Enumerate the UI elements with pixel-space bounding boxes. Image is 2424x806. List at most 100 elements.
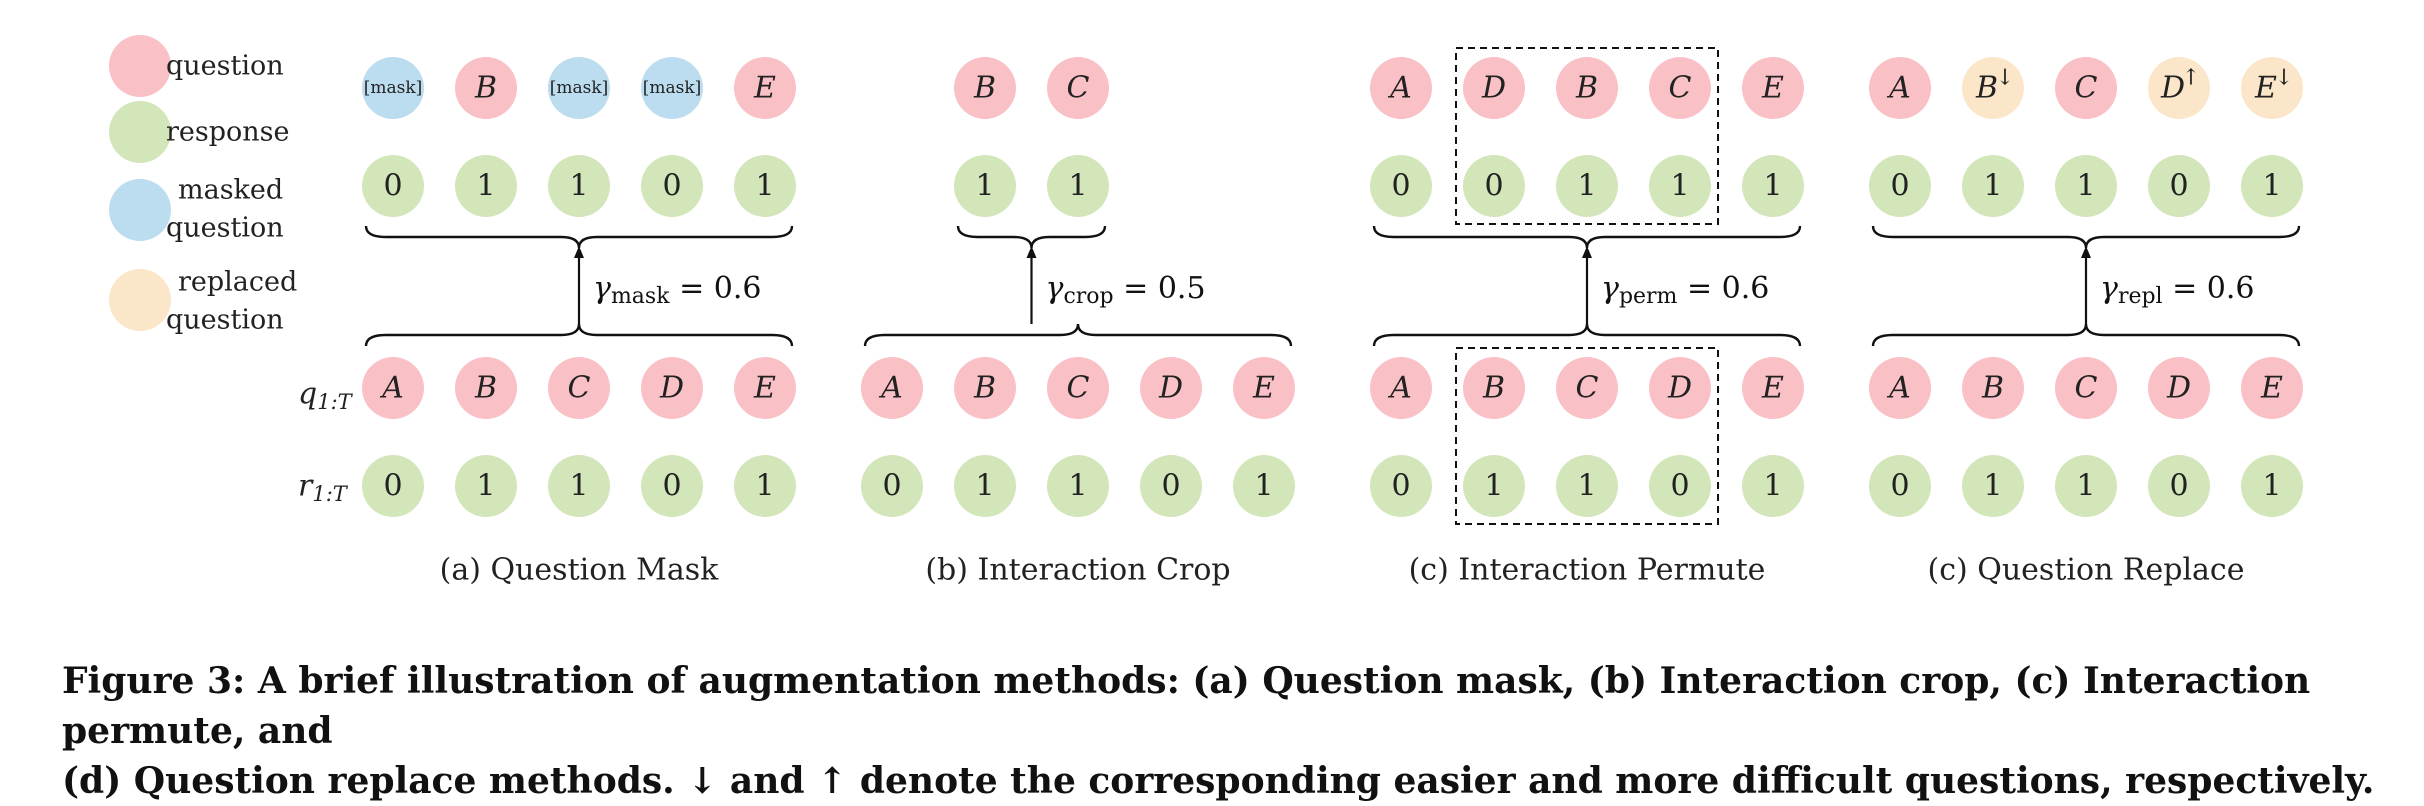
bottom-question-node: E <box>1742 357 1804 419</box>
bottom-response-node: 0 <box>2148 455 2210 517</box>
question-letter: E <box>1761 71 1784 106</box>
top-question-node: [mask] <box>548 57 610 119</box>
gamma-subscript: mask <box>611 284 670 309</box>
bottom-question-node: D <box>1649 357 1711 419</box>
response-value: 1 <box>476 169 495 204</box>
panel-caption: (b) Interaction Crop <box>925 553 1230 588</box>
top-brace <box>1372 225 1802 249</box>
response-value: 0 <box>1391 169 1410 204</box>
gamma-subscript: perm <box>1619 284 1678 309</box>
question-circle <box>1649 357 1711 419</box>
bottom-response-node: 1 <box>548 455 610 517</box>
top-question-node: B <box>455 57 517 119</box>
response-circle <box>1869 455 1931 517</box>
question-circle <box>455 57 517 119</box>
response-circle <box>1742 155 1804 217</box>
top-question-node: E↓ <box>2241 57 2303 119</box>
top-question-node: C <box>1649 57 1711 119</box>
bottom-response-node: 0 <box>1869 455 1931 517</box>
question-circle <box>1556 57 1618 119</box>
legend-label: response <box>166 117 290 148</box>
response-circle <box>1649 455 1711 517</box>
response-circle <box>1233 455 1295 517</box>
question-letter: B <box>1981 371 2004 406</box>
replaced-circle <box>1962 57 2024 119</box>
response-circle <box>2241 155 2303 217</box>
question-circle <box>1233 357 1295 419</box>
top-brace <box>364 225 794 249</box>
question-letter: C <box>2075 71 2098 106</box>
response-value: 1 <box>1670 169 1689 204</box>
mask-token: [mask] <box>550 78 609 98</box>
question-circle <box>1370 357 1432 419</box>
bottom-question-node: B <box>1962 357 2024 419</box>
bottom-question-node: E <box>734 357 796 419</box>
bottom-question-node: E <box>2241 357 2303 419</box>
mask-token: [mask] <box>364 78 423 98</box>
masked-circle <box>362 57 424 119</box>
question-letter: E <box>2260 371 2283 406</box>
replaced-circle <box>2241 57 2303 119</box>
response-value: 1 <box>569 169 588 204</box>
top-question-node: B <box>1556 57 1618 119</box>
question-circle <box>1047 57 1109 119</box>
response-value: 1 <box>1983 469 2002 504</box>
response-value: 0 <box>1391 469 1410 504</box>
response-value: 1 <box>1577 469 1596 504</box>
difficulty-arrow: ↓ <box>1996 66 2014 91</box>
question-letter: D <box>1158 371 1183 406</box>
response-circle <box>2148 155 2210 217</box>
response-value: 0 <box>1670 469 1689 504</box>
response-circle <box>1047 455 1109 517</box>
question-circle <box>1370 57 1432 119</box>
question-circle <box>1742 357 1804 419</box>
response-value: 0 <box>383 169 402 204</box>
question-circle <box>1140 357 1202 419</box>
response-value: 0 <box>1890 169 1909 204</box>
question-circle <box>548 357 610 419</box>
question-letter: C <box>568 371 591 406</box>
response-value: 0 <box>1484 169 1503 204</box>
bottom-response-node: 1 <box>2241 455 2303 517</box>
top-response-node: 0 <box>1370 155 1432 217</box>
gamma-value: = 0.6 <box>1677 271 1769 306</box>
row-label-q-sub: 1:T <box>317 390 353 414</box>
response-circle <box>2241 455 2303 517</box>
response-value: 0 <box>662 169 681 204</box>
response-value: 1 <box>1983 169 2002 204</box>
question-letter: B <box>474 371 497 406</box>
legend-item-question: question <box>109 35 284 97</box>
question-circle <box>734 57 796 119</box>
question-letter: C <box>2075 371 2098 406</box>
permuted-window-bottom <box>1455 347 1719 525</box>
top-brace <box>956 225 1107 249</box>
gamma-value: = 0.6 <box>670 271 762 306</box>
bottom-response-node: 0 <box>641 455 703 517</box>
response-value: 1 <box>476 469 495 504</box>
response-circle <box>1556 455 1618 517</box>
gamma-label: γcrop = 0.5 <box>1046 271 1206 309</box>
top-response-node: 0 <box>2148 155 2210 217</box>
response-value: 1 <box>569 469 588 504</box>
response-circle <box>954 455 1016 517</box>
question-letter: B <box>973 371 996 406</box>
bottom-question-node: D <box>1140 357 1202 419</box>
question-letter: C <box>1576 371 1599 406</box>
response-value: 0 <box>383 469 402 504</box>
question-letter: A <box>878 371 903 406</box>
gamma-symbol: γ <box>593 271 611 306</box>
response-value: 0 <box>882 469 901 504</box>
bottom-response-node: 1 <box>1047 455 1109 517</box>
question-circle <box>1556 357 1618 419</box>
top-response-node: 1 <box>1742 155 1804 217</box>
response-circle <box>2148 455 2210 517</box>
bottom-question-node: D <box>641 357 703 419</box>
question-letter: B <box>1975 71 1998 106</box>
question-circle <box>2055 357 2117 419</box>
response-circle <box>548 455 610 517</box>
panel-crop: B C 1 1 A B C D E 0 1 1 0 1 γcrop = 0.5 (b) Interaction… <box>861 57 1295 588</box>
bottom-response-node: 0 <box>1140 455 1202 517</box>
top-question-node: [mask] <box>641 57 703 119</box>
response-value: 0 <box>2169 469 2188 504</box>
